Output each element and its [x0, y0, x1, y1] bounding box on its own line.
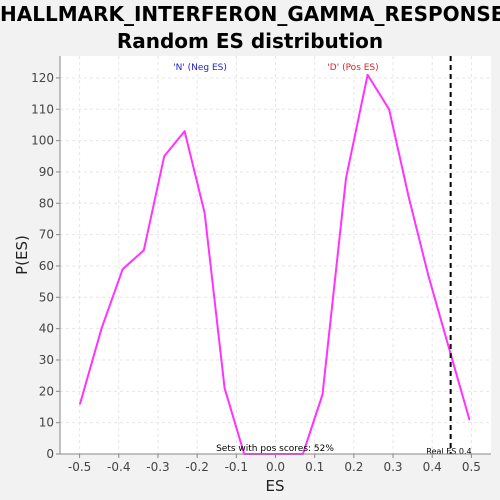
y-tick-label: 20	[39, 384, 54, 398]
es-data-point	[163, 155, 166, 158]
es-data-point	[143, 249, 145, 252]
y-tick-label: 110	[31, 102, 54, 116]
y-tick-label: 120	[31, 71, 54, 85]
x-tick-label: 0.0	[266, 460, 285, 474]
es-data-point	[100, 327, 103, 330]
y-tick-label: 70	[39, 228, 54, 242]
x-tick-label: 0.3	[383, 460, 402, 474]
y-tick-label: 100	[31, 134, 54, 148]
es-data-point	[223, 387, 226, 389]
x-tick-label: -0.5	[68, 460, 91, 474]
es-data-point	[345, 177, 347, 180]
chart-title-line-2: Random ES distribution	[116, 29, 384, 53]
x-tick-label: -0.1	[225, 460, 248, 474]
x-tick-label: -0.3	[146, 460, 169, 474]
es-data-point	[447, 343, 449, 346]
y-tick-label: 40	[39, 322, 54, 336]
es-data-point	[366, 74, 369, 76]
es-data-point	[321, 393, 324, 396]
es-data-point	[203, 211, 206, 214]
es-data-point	[468, 418, 471, 421]
x-tick-label: 0.1	[305, 460, 324, 474]
neg-es-label: 'N' (Neg ES)	[173, 63, 227, 73]
es-data-point	[388, 108, 390, 111]
chart-title: HALLMARK_INTERFERON_GAMMA_RESPONSE: Rand…	[0, 1, 500, 55]
es-data-point	[407, 196, 410, 198]
es-data-point	[79, 403, 81, 405]
x-axis-label: ES	[266, 477, 285, 495]
es-data-point	[121, 268, 124, 270]
y-tick-label: 60	[39, 259, 54, 273]
x-tick-label: -0.4	[107, 460, 130, 474]
y-tick-label: 10	[39, 416, 54, 430]
es-data-point	[427, 274, 430, 277]
real-es-label: Real ES 0.4	[426, 447, 471, 456]
es-data-point	[183, 130, 186, 133]
pos-fraction-label: Sets with pos scores: 52%	[216, 444, 334, 454]
y-tick-label: 50	[39, 290, 54, 304]
y-tick-label: 30	[39, 353, 54, 367]
pos-es-label: 'D' (Pos ES)	[327, 63, 378, 73]
y-tick-label: 0	[46, 447, 54, 461]
y-tick-label: 90	[39, 165, 54, 179]
chart-title-line-1: HALLMARK_INTERFERON_GAMMA_RESPONSE:	[0, 2, 500, 26]
y-axis-label: P(ES)	[13, 235, 31, 275]
y-tick-label: 80	[39, 196, 54, 210]
x-tick-label: 0.5	[462, 460, 481, 474]
x-tick-label: 0.4	[423, 460, 442, 474]
x-tick-label: -0.2	[185, 460, 208, 474]
x-tick-label: 0.2	[344, 460, 363, 474]
